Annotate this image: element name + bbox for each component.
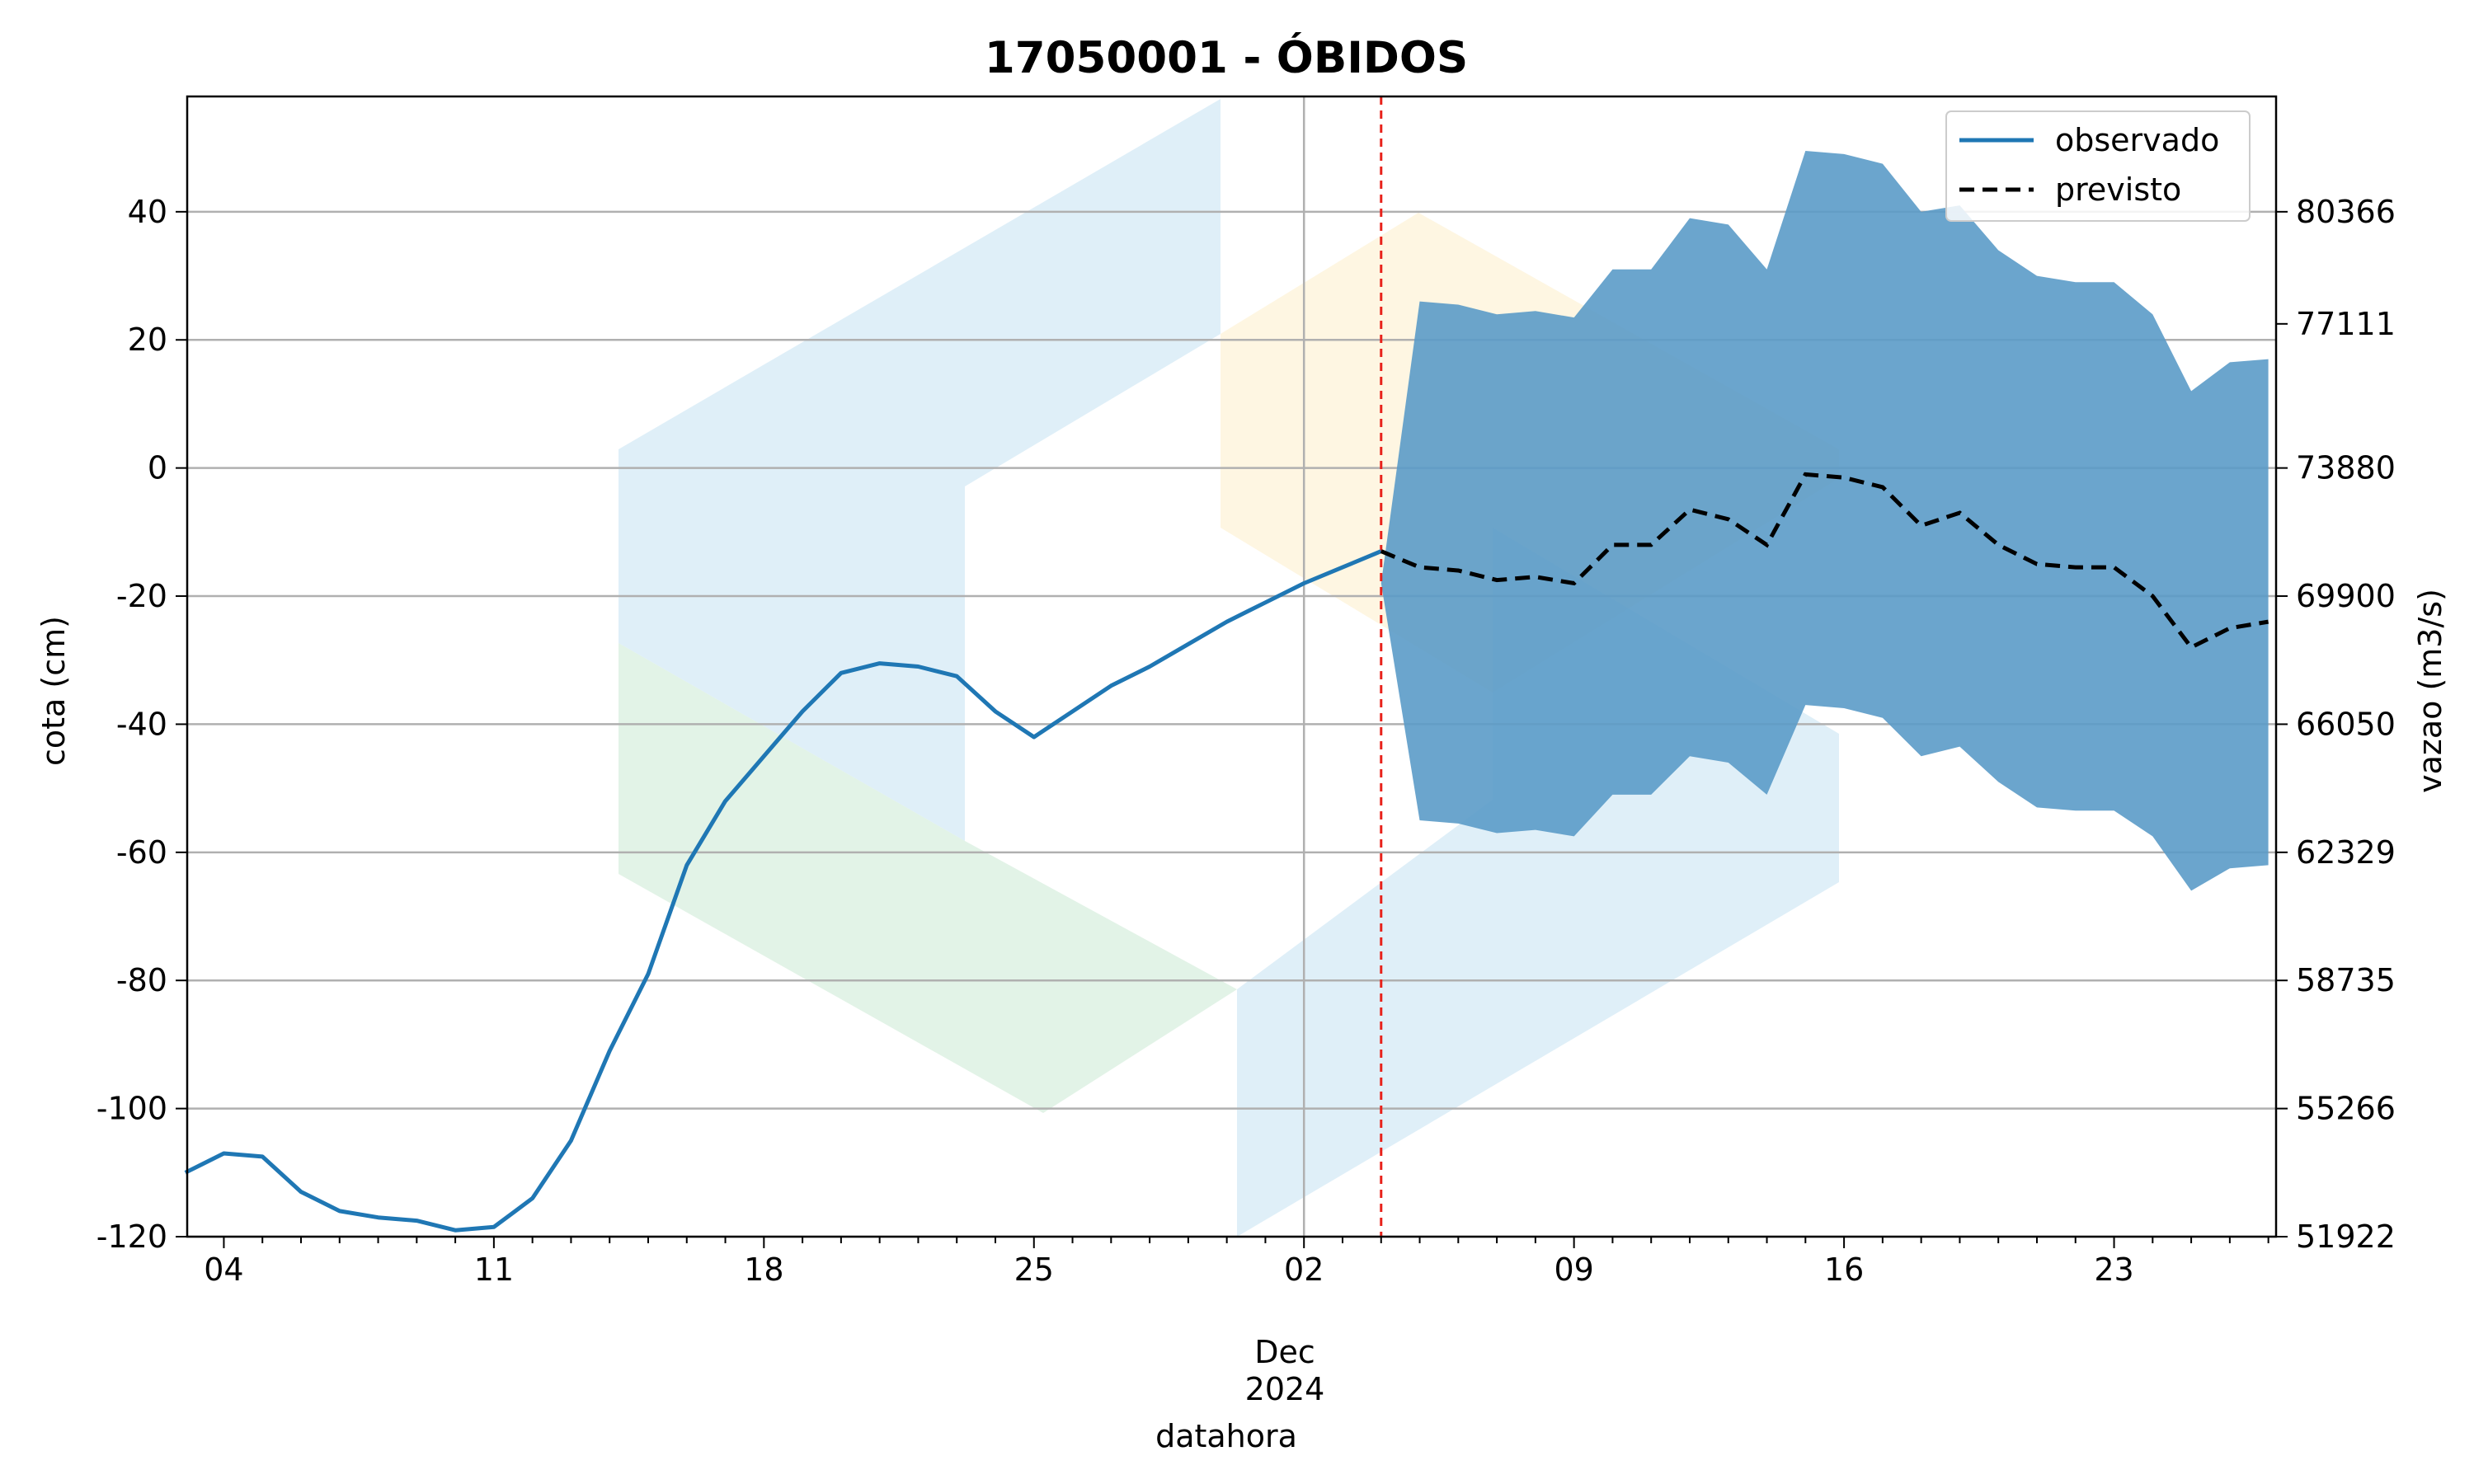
y-right-tick-label: 58735: [2296, 962, 2396, 998]
y-right-axis-label: vazao (m3/s): [2412, 589, 2448, 793]
y-right-tick-label: 55266: [2296, 1091, 2396, 1127]
legend: observado previsto: [1945, 110, 2251, 222]
x-axis-ticks: 04 11 18 25 02 09 16 23: [204, 1237, 2269, 1288]
x-tick-label: 11: [474, 1252, 514, 1288]
y-tick-label: -40: [116, 706, 167, 742]
y-tick-label: 40: [128, 194, 167, 230]
x-tick-label: 18: [744, 1252, 783, 1288]
observed-series-line: [184, 549, 1382, 1233]
axes-frame: [186, 95, 2278, 1238]
y-right-tick-label: 51922: [2296, 1219, 2396, 1255]
y-right-tick-label: 66050: [2296, 706, 2396, 742]
x-tick-label: 04: [204, 1252, 243, 1288]
y-tick-label: 20: [128, 322, 167, 358]
y-right-tick-label: 80366: [2296, 194, 2396, 230]
y-tick-label: -60: [116, 834, 167, 871]
x-tick-label: 23: [2094, 1252, 2133, 1288]
y-tick-label: -120: [96, 1219, 167, 1255]
x-tick-label: 16: [1824, 1252, 1864, 1288]
y-tick-label: 0: [148, 450, 167, 486]
y-axis-ticks: 40 20 0 -20 -40 -60 -80 -100 -120: [96, 194, 187, 1255]
y-right-tick-label: 73880: [2296, 450, 2396, 486]
x-tick-label: 25: [1014, 1252, 1054, 1288]
y-right-tick-label: 69900: [2296, 578, 2396, 614]
y-axis-label: cota (cm): [35, 616, 72, 766]
y-right-axis-ticks: 80366 77111 73880 69900 66050 62329 58735 55266…: [2276, 194, 2396, 1255]
forecast-series-line: [1380, 472, 2269, 650]
forecast-range-band: [1380, 151, 2269, 891]
y-tick-label: -20: [116, 578, 167, 614]
y-right-tick-label: 77111: [2296, 306, 2396, 342]
x-month-label: Dec: [1254, 1334, 1315, 1370]
x-year-label: 2024: [1245, 1371, 1325, 1407]
x-tick-label: 09: [1554, 1252, 1593, 1288]
x-tick-label: 02: [1284, 1252, 1324, 1288]
y-tick-label: -100: [96, 1091, 167, 1127]
legend-forecast-label: previsto: [2055, 171, 2181, 208]
legend-observed-label: observado: [2055, 122, 2219, 158]
y-right-tick-label: 62329: [2296, 834, 2396, 871]
plot-area: [184, 96, 2276, 1238]
x-axis-label: datahora: [1155, 1418, 1297, 1454]
y-tick-label: -80: [116, 962, 167, 998]
chart-title: 17050001 - ÓBIDOS: [985, 31, 1468, 83]
